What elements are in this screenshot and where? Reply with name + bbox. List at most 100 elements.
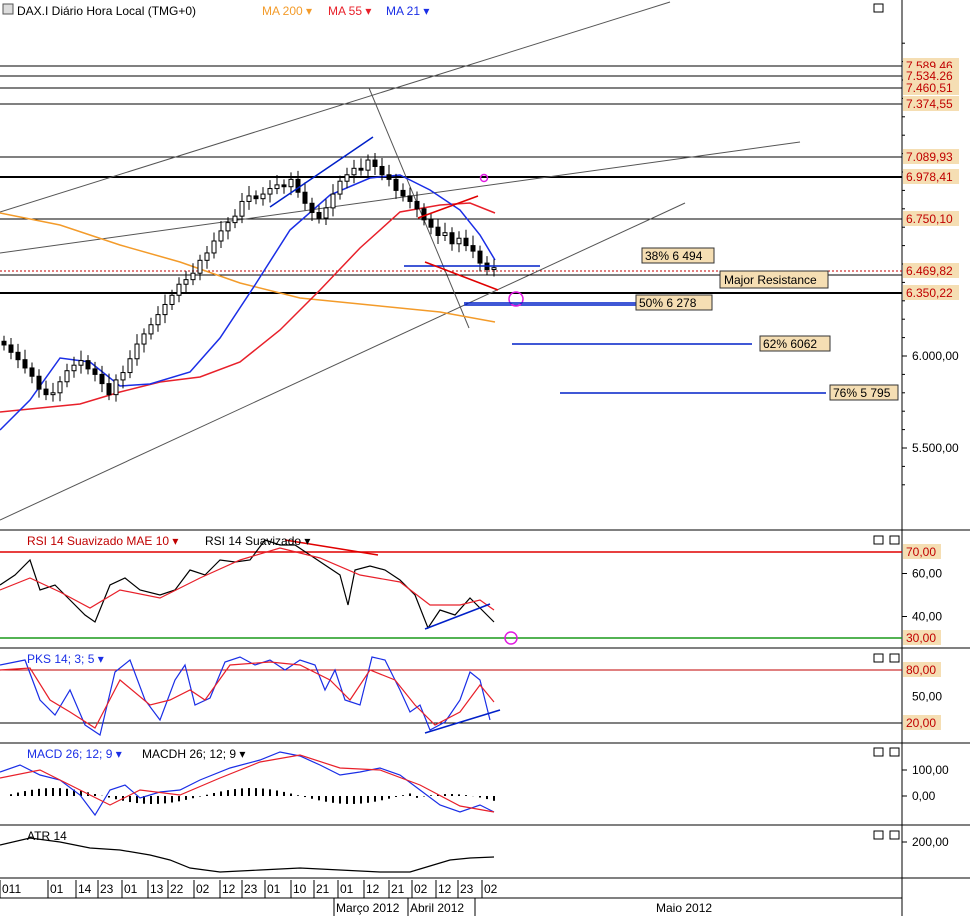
candle-body xyxy=(113,379,119,396)
instrument-icon xyxy=(2,3,14,15)
candle-body xyxy=(302,191,308,204)
fib-label: 76% 5 795 xyxy=(833,386,891,400)
candle-body xyxy=(218,230,224,242)
candle-body xyxy=(365,159,371,171)
candle-body xyxy=(148,324,154,335)
x-day-label: 12 xyxy=(366,882,380,896)
candle-body xyxy=(414,200,420,210)
panel-window-button xyxy=(873,830,884,840)
x-day-label: 14 xyxy=(78,882,92,896)
panel-window-button xyxy=(873,3,884,13)
price-tag: 6.750,10 xyxy=(906,212,953,226)
candle-body xyxy=(204,252,210,261)
candle-body xyxy=(134,343,140,360)
pks-tag: 80,00 xyxy=(906,663,936,677)
rsi-trend-blue xyxy=(424,603,491,630)
candle-body xyxy=(330,193,336,209)
fib-label: 38% 6 494 xyxy=(645,249,703,263)
candle-body xyxy=(386,174,392,180)
candle-body xyxy=(225,222,231,232)
price-tag: 7.534,26 xyxy=(906,69,953,83)
candle-body xyxy=(456,237,462,245)
candle-body xyxy=(463,237,469,247)
rsi-tag: 30,00 xyxy=(906,631,936,645)
macd-tick-label: 100,00 xyxy=(912,763,949,777)
x-day-label: 23 xyxy=(460,882,474,896)
candle-body xyxy=(106,383,112,396)
rsi-legend: RSI 14 Suavizado MAE 10 ▾ xyxy=(27,534,178,548)
x-day-label: 01 xyxy=(50,882,64,896)
candle-body xyxy=(197,259,203,274)
fib-label-bg xyxy=(829,384,899,401)
trend-line-red xyxy=(424,261,499,291)
trend-line-blue xyxy=(269,136,374,208)
rsi-tag: 70,00 xyxy=(906,545,936,559)
candle-body xyxy=(428,219,434,228)
macd-tick-label: 0,00 xyxy=(912,789,936,803)
macd-legend: MACD 26; 12; 9 ▾ xyxy=(27,747,122,761)
rsi-legend-2: RSI 14 Suavizado ▾ xyxy=(205,534,310,548)
rsi-tick-label: 40,00 xyxy=(912,610,942,624)
candle-body xyxy=(442,232,448,236)
candle-body xyxy=(183,279,189,285)
candle-body xyxy=(323,207,329,219)
y-tick-label: 5.500,00 xyxy=(912,441,959,455)
fib-label: 62% 6062 xyxy=(763,337,817,351)
price-tag: 6.469,82 xyxy=(906,264,953,278)
panel-window-button xyxy=(889,535,900,545)
marker-circle xyxy=(508,291,524,307)
macd-legend-2: MACDH 26; 12; 9 ▾ xyxy=(142,747,245,761)
panel-window-button xyxy=(889,830,900,840)
panel-window-button xyxy=(873,747,884,757)
candle-body xyxy=(372,159,378,167)
macd-signal-line xyxy=(0,754,495,813)
candle-body xyxy=(295,178,301,193)
pks-tag: 20,00 xyxy=(906,716,936,730)
candle-body xyxy=(358,167,364,171)
pks-tick-label: 50,00 xyxy=(912,690,942,704)
fib-label-bg xyxy=(641,247,715,264)
panel-window-button xyxy=(873,653,884,663)
candle-body xyxy=(15,351,21,361)
pks-tag-bg xyxy=(903,715,941,730)
x-day-label: 13 xyxy=(150,882,164,896)
chart-overlays xyxy=(0,1,902,873)
candle-body xyxy=(309,202,315,213)
candle-body xyxy=(85,360,91,370)
candle-body xyxy=(22,359,28,369)
rsi-signal-line xyxy=(0,547,495,611)
candle-body xyxy=(29,367,35,377)
x-day-label: 21 xyxy=(391,882,405,896)
pks-legend: PKS 14; 3; 5 ▾ xyxy=(27,652,104,666)
candle-body xyxy=(162,303,168,316)
x-day-label: 02 xyxy=(414,882,428,896)
channel-line xyxy=(0,202,686,521)
candle-body xyxy=(260,193,266,200)
candle-body xyxy=(351,167,357,176)
candle-body xyxy=(421,208,427,221)
annotation-major-resistance: Major Resistance xyxy=(724,273,817,287)
x-day-label: 23 xyxy=(100,882,114,896)
candle-body xyxy=(155,314,161,326)
candle-body xyxy=(253,195,259,200)
price-tag-bg xyxy=(903,68,959,83)
candle-body xyxy=(190,272,196,281)
candle-body xyxy=(435,226,441,236)
indicator-legend: MA 21 ▾ xyxy=(386,4,429,18)
atr-tick-label: 200,00 xyxy=(912,835,949,849)
candle-body xyxy=(64,370,70,383)
trend-line-red xyxy=(417,195,479,219)
candle-body xyxy=(36,375,42,390)
price-tag-bg xyxy=(903,263,959,278)
candle-body xyxy=(344,174,350,182)
pks-d-line xyxy=(0,661,495,729)
candle-body xyxy=(239,200,245,217)
x-month-label: Maio 2012 xyxy=(656,901,712,915)
candle-body xyxy=(246,195,252,202)
candle-body xyxy=(127,358,133,374)
rsi-tick-label: 60,00 xyxy=(912,567,942,581)
x-day-label: 21 xyxy=(316,882,330,896)
rsi-marker-circle xyxy=(504,631,518,645)
